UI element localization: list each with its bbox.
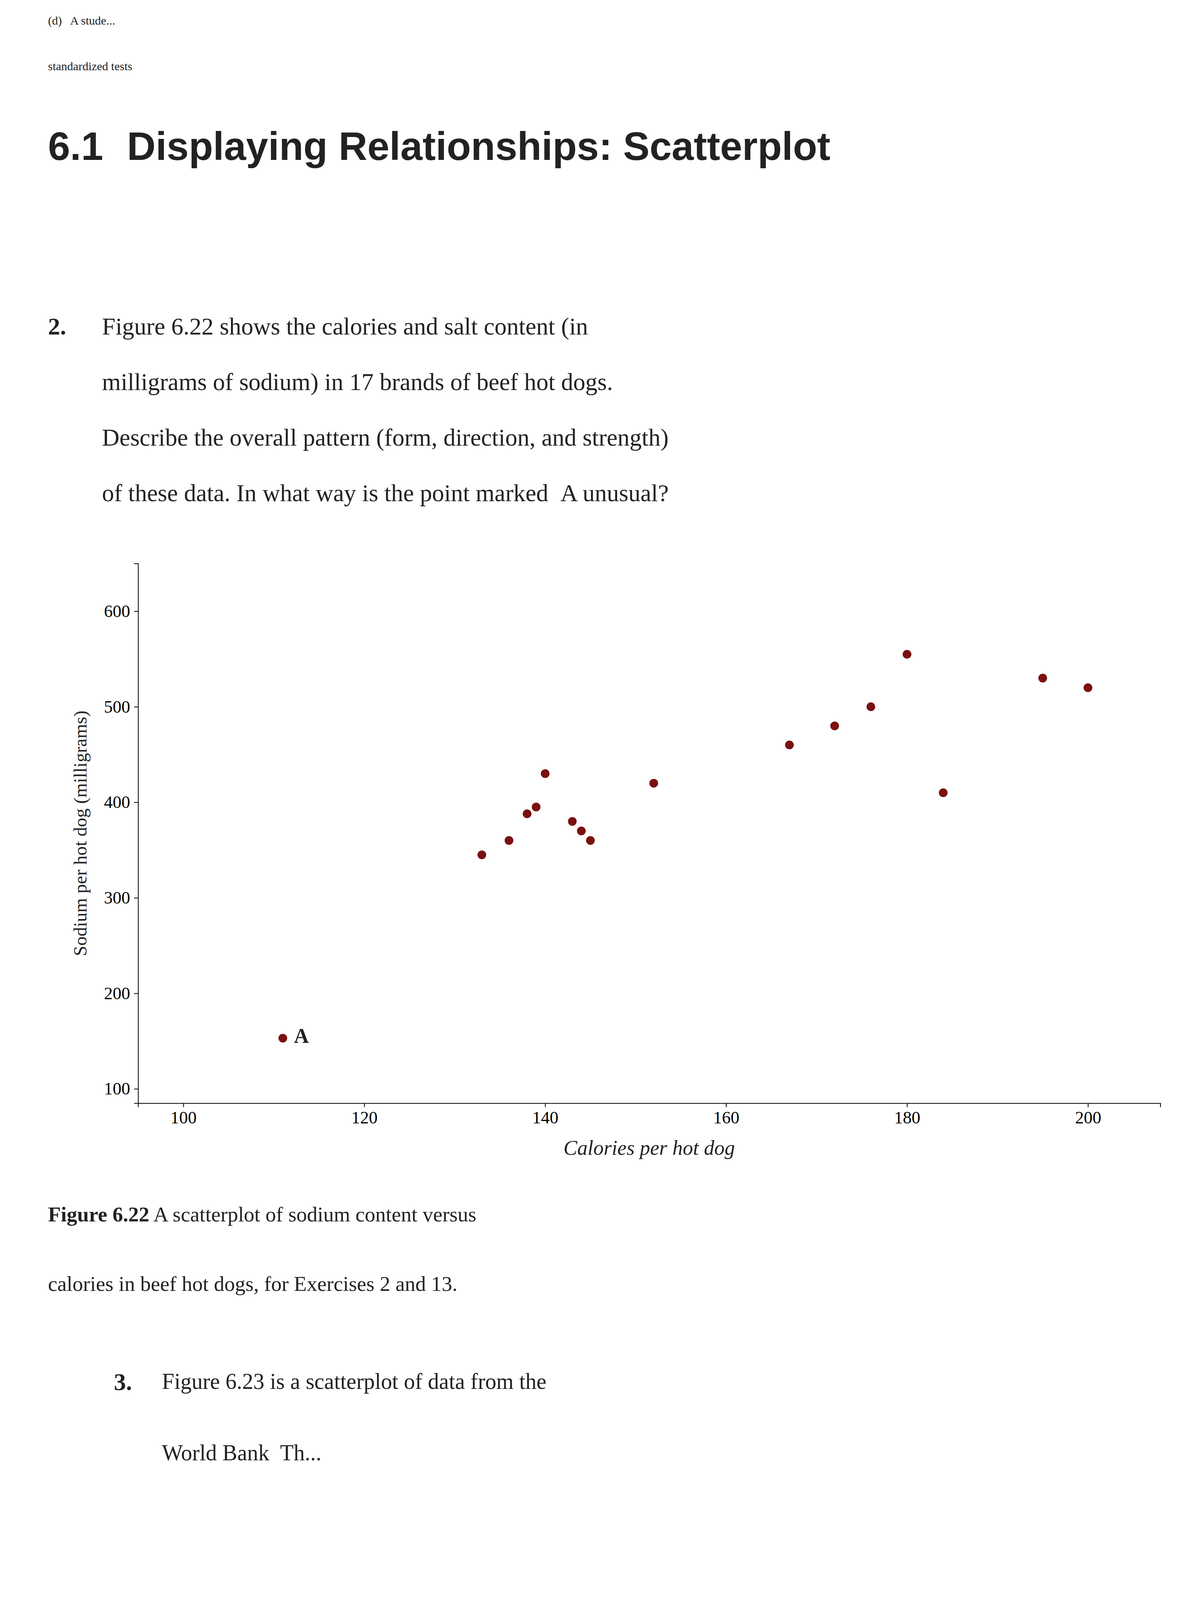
y-tick-label: 400 bbox=[103, 792, 131, 812]
x-tick-mark bbox=[1087, 1103, 1089, 1108]
point bbox=[902, 650, 912, 659]
annotation: A bbox=[294, 1024, 310, 1048]
next-body-2: World Bank Th... bbox=[161, 1440, 322, 1466]
y-tick-label: 500 bbox=[103, 697, 131, 717]
y-tick: 200 bbox=[103, 983, 139, 1004]
point bbox=[586, 836, 595, 845]
y-tick-label: 200 bbox=[103, 983, 131, 1004]
point bbox=[504, 836, 514, 845]
point bbox=[1038, 673, 1048, 683]
problem-line2: milligrams of sodium) in 17 brands of be… bbox=[101, 368, 614, 396]
x-tick-mark bbox=[725, 1103, 727, 1108]
x-tick: 180 bbox=[894, 1103, 921, 1128]
fig-label: Figure 6.22 bbox=[48, 1202, 150, 1226]
y-tick-mark bbox=[134, 993, 139, 995]
x-tick-mark bbox=[544, 1103, 546, 1108]
fig-caption-2: calories in beef hot dogs, for Exercises… bbox=[48, 1272, 458, 1296]
x-tick: 140 bbox=[532, 1103, 559, 1128]
points bbox=[278, 650, 1093, 1043]
problem-num: 2. bbox=[48, 313, 67, 340]
y-axis-line bbox=[134, 563, 139, 1104]
y-tick-label: 300 bbox=[103, 888, 131, 908]
point bbox=[649, 778, 658, 788]
top-line1: (d) A stude... bbox=[48, 13, 116, 28]
point bbox=[567, 817, 577, 826]
y-tick-mark bbox=[134, 897, 139, 899]
y-tick-label: 600 bbox=[103, 601, 131, 622]
top-line2: standardized tests bbox=[48, 59, 133, 73]
chart: 100 120 140 160 180 200 100 200 300 400 500 600 Calo… bbox=[69, 563, 1161, 1160]
bottom-text: Figure 6.22 A scatterplot of sodium cont… bbox=[48, 1202, 547, 1466]
point bbox=[1083, 683, 1093, 693]
x-axis: 100 120 140 160 180 200 bbox=[138, 1103, 1161, 1128]
header-num: 6.1 bbox=[48, 123, 104, 169]
annotations: A bbox=[294, 1024, 310, 1048]
problem-line3: Describe the overall pattern (form, dire… bbox=[101, 424, 669, 452]
y-tick-mark bbox=[134, 706, 139, 708]
y-axis-title: Sodium per hot dog (milligrams) bbox=[69, 710, 91, 957]
y-tick-mark bbox=[134, 611, 139, 612]
point bbox=[576, 826, 586, 836]
y-tick-label: 100 bbox=[103, 1078, 131, 1099]
point bbox=[531, 802, 541, 812]
point bbox=[866, 702, 876, 712]
x-tick: 100 bbox=[170, 1103, 197, 1128]
y-tick: 500 bbox=[103, 697, 139, 717]
next-label: 3. bbox=[113, 1368, 133, 1396]
point bbox=[830, 721, 839, 731]
x-tick-label: 200 bbox=[1075, 1107, 1102, 1128]
y-axis: 100 200 300 400 500 600 bbox=[103, 563, 139, 1104]
point bbox=[522, 809, 532, 819]
x-tick-mark bbox=[363, 1103, 365, 1108]
problem-line1: Figure 6.22 shows the calories and salt … bbox=[101, 313, 589, 341]
x-tick-mark bbox=[906, 1103, 908, 1108]
header-title: Displaying Relationships: Scatterplot bbox=[126, 123, 831, 169]
x-tick-label: 180 bbox=[894, 1107, 921, 1128]
y-tick: 300 bbox=[103, 888, 139, 908]
x-tick: 200 bbox=[1075, 1103, 1102, 1128]
point bbox=[540, 769, 550, 779]
y-tick: 600 bbox=[103, 601, 139, 622]
page: (d) A stude... standardized tests 6.1 Displ… bbox=[0, 0, 1200, 1600]
x-tick-label: 100 bbox=[170, 1107, 197, 1128]
y-tick: 100 bbox=[103, 1078, 139, 1099]
top-text: (d) A stude... standardized tests 6.1 Displ… bbox=[48, 13, 831, 507]
x-tick: 120 bbox=[351, 1103, 378, 1128]
x-axis-line bbox=[138, 1103, 1161, 1108]
x-tick-label: 120 bbox=[351, 1107, 378, 1128]
y-tick-mark bbox=[134, 801, 139, 803]
point bbox=[938, 788, 948, 798]
point bbox=[784, 740, 794, 750]
y-tick-mark bbox=[134, 1088, 139, 1090]
x-tick: 160 bbox=[713, 1103, 740, 1128]
x-tick-label: 160 bbox=[713, 1107, 740, 1128]
x-tick-mark bbox=[182, 1103, 184, 1108]
next-body-1: Figure 6.23 is a scatterplot of data fro… bbox=[161, 1369, 547, 1394]
y-tick: 400 bbox=[103, 792, 139, 812]
fig-caption-1: A scatterplot of sodium content versus bbox=[149, 1202, 477, 1226]
x-axis-title: Calories per hot dog bbox=[563, 1136, 735, 1160]
problem-line4: of these data. In what way is the point … bbox=[101, 479, 669, 507]
point bbox=[477, 850, 487, 860]
point bbox=[278, 1033, 288, 1043]
x-tick-label: 140 bbox=[532, 1107, 559, 1128]
